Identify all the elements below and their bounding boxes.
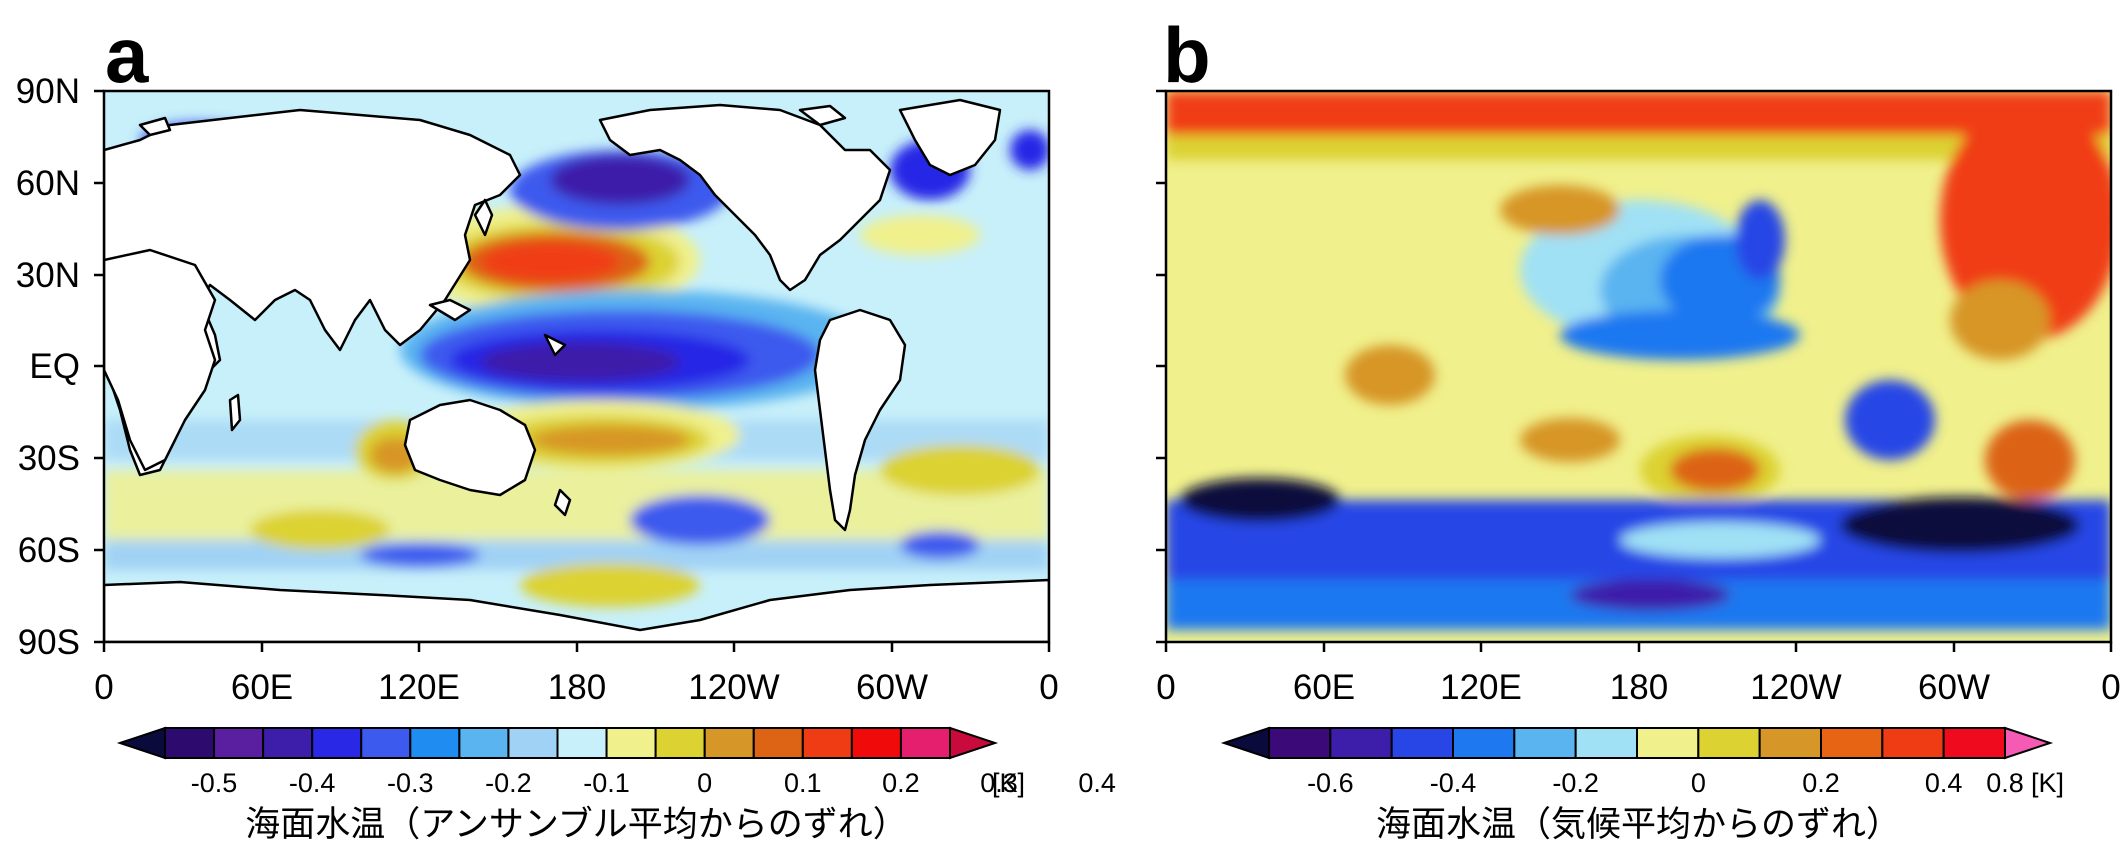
colorbar-swatch xyxy=(1329,727,1393,759)
panel-a-colorbar xyxy=(116,726,999,760)
panel-a-lat-90s: 90S xyxy=(17,623,80,662)
colorbar-swatch xyxy=(1452,727,1516,759)
colorbar-swatch xyxy=(1513,727,1577,759)
panel-a-lon-60e: 60E xyxy=(230,668,294,707)
panel-a-lat-30n: 30N xyxy=(15,256,80,295)
panel-b-lon-180: 180 xyxy=(1609,668,1669,707)
panel-b-lon-60e: 60E xyxy=(1292,668,1356,707)
panel-b-lon-120e: 120E xyxy=(1440,668,1522,707)
colorbar-tick-label: 0 xyxy=(1690,768,1706,798)
colorbar-swatch xyxy=(605,727,657,759)
panel-a-continents xyxy=(104,98,1049,642)
colorbar-extend-low xyxy=(1220,726,1270,760)
panel-b-lon-120w: 120W xyxy=(1750,668,1842,707)
colorbar-tick-label: 0.2 xyxy=(1802,768,1840,798)
panel-a-lon-60w: 60W xyxy=(856,668,928,707)
colorbar-swatch xyxy=(556,727,608,759)
colorbar-tick-label: -0.5 xyxy=(190,768,238,798)
panel-b-lon-0-end: 0 xyxy=(2101,668,2121,707)
colorbar-swatch xyxy=(850,727,902,759)
colorbar-swatch xyxy=(213,727,265,759)
colorbar-tick-label: -0.1 xyxy=(583,768,630,798)
colorbar-tick-label: 0.8 xyxy=(1986,768,2024,798)
colorbar-tick-label: -0.3 xyxy=(387,768,434,798)
colorbar-extend-high xyxy=(2004,726,2054,760)
colorbar-swatch xyxy=(1942,727,2006,759)
colorbar-swatch xyxy=(409,727,461,759)
panel-a-lon-0-end: 0 xyxy=(1039,668,1059,707)
colorbar-tick-label: 0.2 xyxy=(882,768,920,798)
colorbar-tick-label: 0 xyxy=(697,768,713,798)
colorbar-swatch xyxy=(703,727,755,759)
colorbar-extend-high xyxy=(949,726,999,760)
colorbar-swatch xyxy=(262,727,314,759)
colorbar-swatch xyxy=(752,727,804,759)
panel-a-lon-120e: 120E xyxy=(378,668,460,707)
panel-b-ticks xyxy=(1156,89,2113,652)
colorbar-swatch xyxy=(1697,727,1761,759)
colorbar-swatch xyxy=(654,727,706,759)
colorbar-swatch xyxy=(1636,727,1700,759)
colorbar-tick-label: 0.3 xyxy=(980,768,1018,798)
colorbar-swatch xyxy=(1390,727,1454,759)
colorbar-swatch xyxy=(458,727,510,759)
colorbar-swatch xyxy=(507,727,559,759)
colorbar-tick-label: -0.6 xyxy=(1307,768,1354,798)
panel-a-colorbar-title: 海面水温（アンサンブル平均からのずれ） xyxy=(245,805,908,845)
panel-b-lon-60w: 60W xyxy=(1918,668,1990,707)
colorbar-swatch xyxy=(360,727,412,759)
colorbar-swatch xyxy=(801,727,853,759)
colorbar-tick-label: -0.2 xyxy=(1552,768,1599,798)
panel-a-ticks xyxy=(94,89,1051,652)
panel-a-lat-eq: EQ xyxy=(29,347,80,386)
panel-b-colorbar xyxy=(1220,726,2054,760)
panel-a-lat-60s: 60S xyxy=(17,531,80,570)
colorbar-swatch xyxy=(311,727,363,759)
colorbar-tick-label: 0.4 xyxy=(1078,768,1116,798)
colorbar-swatch xyxy=(1820,727,1884,759)
colorbar-tick-label: 0.4 xyxy=(1924,768,1963,798)
panel-b-colorbar-title: 海面水温（気候平均からのずれ） xyxy=(1375,805,1901,845)
panel-a-colorbar-unit: [K] xyxy=(992,768,1026,798)
colorbar-tick-label: -0.2 xyxy=(485,768,532,798)
panel-a-lat-60n: 60N xyxy=(15,164,80,203)
panel-a-lon-180: 180 xyxy=(547,668,607,707)
colorbar-tick-label: -0.4 xyxy=(288,768,336,798)
panel-a-lat-30s: 30S xyxy=(17,439,80,478)
colorbar-swatch xyxy=(899,727,951,759)
colorbar-swatch xyxy=(164,727,216,759)
panel-a-label: a xyxy=(105,11,149,99)
panel-b-lon-0: 0 xyxy=(1156,668,1176,707)
colorbar-extend-low xyxy=(116,726,166,760)
panel-b-colorbar-unit: [K] xyxy=(2031,768,2065,798)
colorbar-swatch xyxy=(1881,727,1945,759)
colorbar-tick-label: -0.4 xyxy=(1429,768,1477,798)
colorbar-swatch xyxy=(1758,727,1822,759)
panel-b-sst-field xyxy=(1166,91,2111,642)
panel-a-lon-120w: 120W xyxy=(688,668,780,707)
panel-a-lat-90n: 90N xyxy=(15,72,80,111)
colorbar-tick-label: 0.1 xyxy=(784,768,822,798)
panel-a-lon-0: 0 xyxy=(94,668,114,707)
colorbar-swatch xyxy=(1268,727,1332,759)
panel-b-label: b xyxy=(1163,11,1211,99)
colorbar-swatch xyxy=(1574,727,1638,759)
